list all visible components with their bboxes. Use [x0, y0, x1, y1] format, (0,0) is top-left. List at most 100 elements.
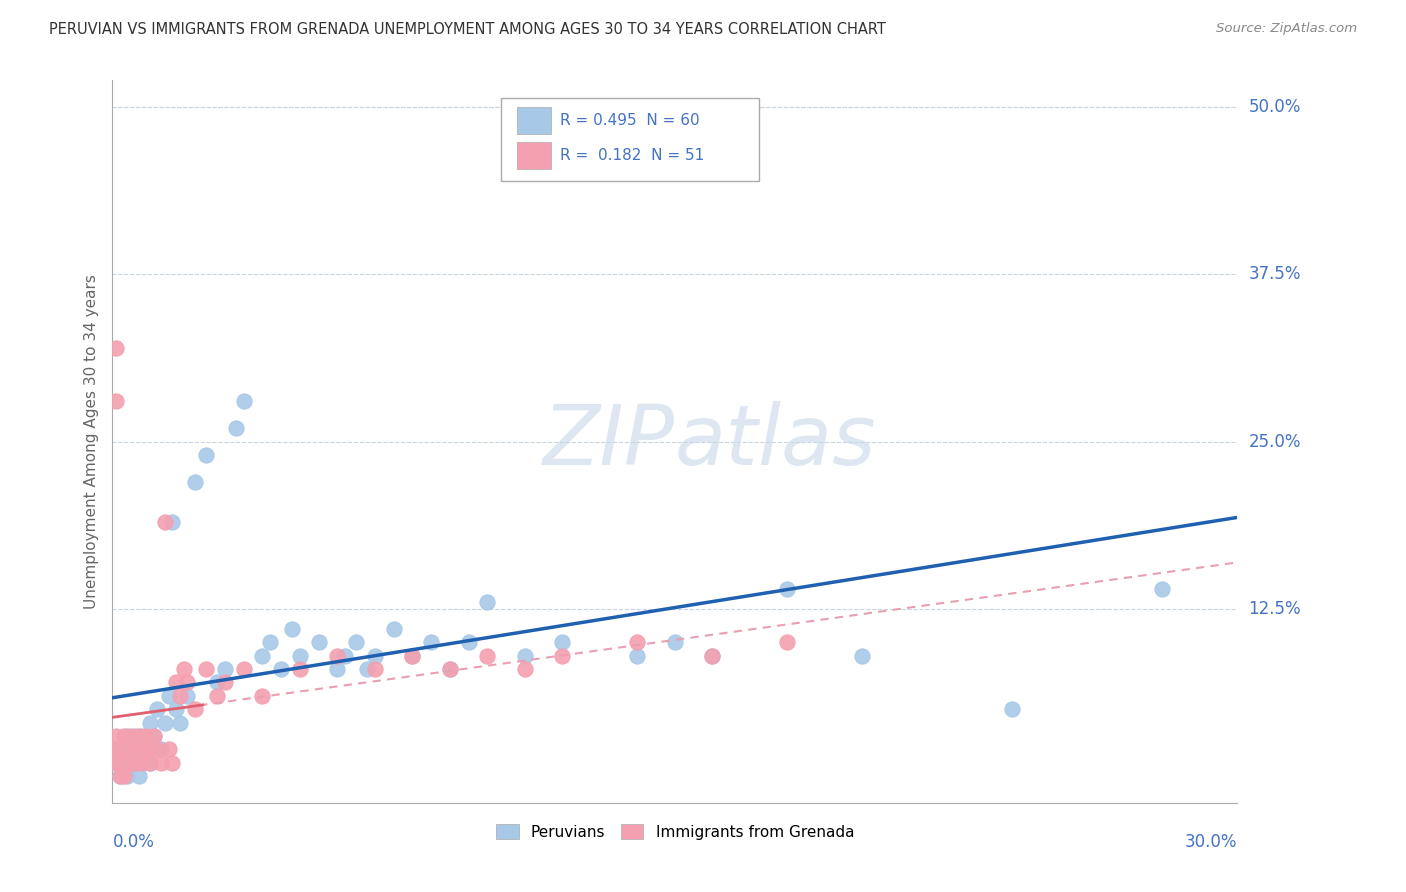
- Point: [112, 756, 135, 770]
- Text: 37.5%: 37.5%: [1249, 265, 1301, 284]
- Text: R =  0.182  N = 51: R = 0.182 N = 51: [560, 148, 704, 163]
- Point: [776, 582, 799, 596]
- Text: 0.0%: 0.0%: [112, 833, 155, 851]
- Point: [184, 702, 207, 716]
- Point: [232, 394, 254, 409]
- Point: [851, 648, 873, 663]
- Point: [214, 662, 236, 676]
- Point: [214, 675, 236, 690]
- Point: [173, 662, 195, 676]
- Text: Source: ZipAtlas.com: Source: ZipAtlas.com: [1216, 22, 1357, 36]
- Point: [162, 515, 184, 529]
- Point: [112, 729, 135, 743]
- Point: [142, 729, 165, 743]
- Point: [105, 341, 128, 355]
- Point: [439, 662, 461, 676]
- Point: [333, 648, 356, 663]
- Point: [131, 756, 153, 770]
- Point: [112, 742, 135, 756]
- Point: [150, 756, 173, 770]
- Point: [207, 675, 229, 690]
- Point: [128, 742, 150, 756]
- Point: [131, 756, 153, 770]
- Point: [169, 689, 191, 703]
- Point: [105, 756, 128, 770]
- Point: [326, 662, 349, 676]
- Point: [131, 742, 153, 756]
- Point: [589, 127, 612, 141]
- Text: ZIP: ZIP: [543, 401, 675, 482]
- Point: [157, 742, 180, 756]
- Point: [457, 635, 479, 649]
- Point: [401, 648, 423, 663]
- Text: PERUVIAN VS IMMIGRANTS FROM GRENADA UNEMPLOYMENT AMONG AGES 30 TO 34 YEARS CORRE: PERUVIAN VS IMMIGRANTS FROM GRENADA UNEM…: [49, 22, 886, 37]
- Point: [124, 756, 146, 770]
- Point: [270, 662, 292, 676]
- Point: [146, 742, 169, 756]
- Point: [120, 756, 142, 770]
- Point: [281, 622, 304, 636]
- Point: [232, 662, 254, 676]
- Point: [157, 689, 180, 703]
- Point: [131, 729, 153, 743]
- Point: [108, 756, 131, 770]
- Point: [356, 662, 378, 676]
- Point: [288, 648, 311, 663]
- Point: [124, 756, 146, 770]
- Point: [551, 648, 574, 663]
- Point: [288, 662, 311, 676]
- Point: [120, 742, 142, 756]
- Point: [252, 689, 274, 703]
- Text: 25.0%: 25.0%: [1249, 433, 1301, 450]
- FancyBboxPatch shape: [501, 98, 759, 181]
- Point: [259, 635, 281, 649]
- Bar: [517, 142, 551, 169]
- Point: [364, 648, 387, 663]
- Point: [139, 756, 162, 770]
- Point: [401, 648, 423, 663]
- Point: [702, 648, 724, 663]
- Point: [207, 689, 229, 703]
- Text: R = 0.495  N = 60: R = 0.495 N = 60: [560, 113, 700, 128]
- Point: [364, 662, 387, 676]
- Point: [153, 715, 176, 730]
- Point: [176, 689, 198, 703]
- Point: [165, 702, 187, 716]
- Point: [135, 729, 157, 743]
- Point: [195, 448, 218, 462]
- Point: [146, 702, 169, 716]
- Point: [105, 729, 128, 743]
- Point: [702, 648, 724, 663]
- Point: [184, 475, 207, 489]
- Bar: [517, 107, 551, 135]
- Point: [551, 635, 574, 649]
- Point: [124, 729, 146, 743]
- Point: [135, 742, 157, 756]
- Point: [1152, 582, 1174, 596]
- Point: [382, 622, 405, 636]
- Point: [439, 662, 461, 676]
- Point: [117, 742, 139, 756]
- Point: [308, 635, 330, 649]
- Point: [776, 635, 799, 649]
- Point: [105, 742, 128, 756]
- Point: [477, 648, 499, 663]
- Point: [169, 715, 191, 730]
- Point: [120, 742, 142, 756]
- Point: [117, 756, 139, 770]
- Point: [165, 675, 187, 690]
- Point: [477, 595, 499, 609]
- Point: [112, 742, 135, 756]
- Point: [139, 742, 162, 756]
- Point: [1001, 702, 1024, 716]
- Point: [664, 635, 686, 649]
- Point: [150, 742, 173, 756]
- Point: [626, 648, 648, 663]
- Point: [117, 729, 139, 743]
- Point: [252, 648, 274, 663]
- Point: [420, 635, 443, 649]
- Point: [626, 635, 648, 649]
- Point: [344, 635, 367, 649]
- Text: atlas: atlas: [675, 401, 876, 482]
- Point: [225, 421, 247, 435]
